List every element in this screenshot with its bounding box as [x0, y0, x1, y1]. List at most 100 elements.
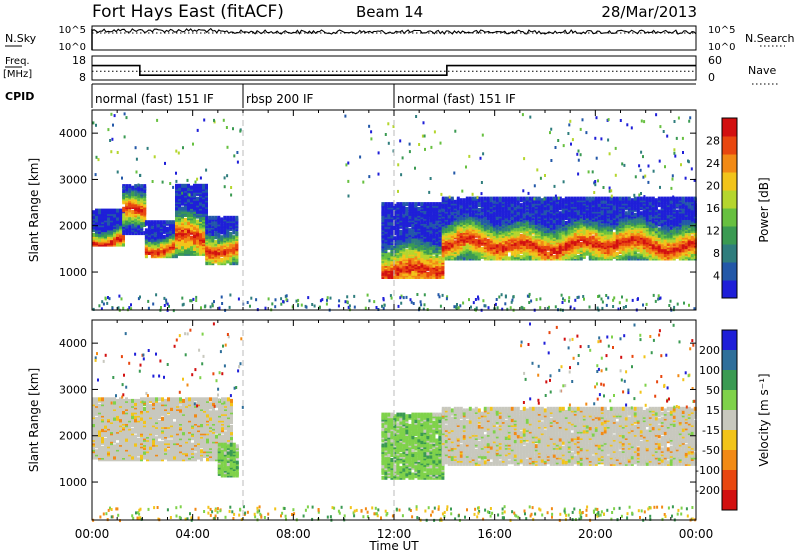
power-cell — [558, 224, 562, 229]
power-cell — [196, 196, 199, 201]
power-cell — [624, 220, 628, 225]
power-cell — [642, 196, 646, 201]
power-cell — [489, 229, 493, 233]
power-cell — [181, 183, 184, 188]
power-cell — [582, 216, 586, 220]
power-cell — [603, 248, 607, 253]
power-cell — [504, 240, 508, 245]
power-cell — [486, 254, 490, 259]
power-cell — [162, 234, 166, 239]
power-cell — [597, 196, 601, 201]
power-cell — [447, 214, 451, 219]
power-cell — [417, 265, 421, 270]
power-cell — [116, 223, 119, 228]
power-cell — [116, 236, 119, 241]
power-cell — [642, 250, 646, 254]
power-cell — [92, 210, 95, 215]
power-cell — [387, 202, 391, 207]
power-cell — [181, 226, 184, 230]
power-cell — [681, 196, 685, 201]
power-cell — [134, 192, 138, 197]
power-cell — [405, 252, 409, 257]
power-cell — [453, 240, 457, 245]
power-cell — [606, 240, 610, 245]
power-cell — [144, 228, 148, 233]
power-cell — [537, 246, 541, 251]
power-cell — [465, 229, 469, 233]
power-cell — [393, 228, 397, 233]
power-cell — [162, 220, 166, 225]
power-cell — [516, 214, 520, 219]
power-cell — [651, 230, 655, 235]
power-cell — [633, 196, 637, 201]
power-cell — [432, 239, 436, 244]
power-cell — [165, 226, 169, 231]
power-cell — [522, 203, 526, 208]
power-cell — [666, 211, 670, 216]
power-cell — [150, 225, 154, 229]
power-cell — [223, 259, 227, 264]
power-cell — [672, 246, 676, 251]
power-cell — [131, 198, 135, 203]
power-cell — [489, 233, 493, 238]
power-cell — [651, 243, 655, 248]
power-cell — [223, 249, 227, 254]
power-cell — [468, 224, 472, 229]
power-cell — [153, 220, 157, 225]
power-cell — [513, 203, 517, 208]
power-cell — [594, 217, 598, 222]
power-cell — [603, 243, 607, 248]
freq-step-line — [92, 64, 696, 76]
power-cell — [384, 205, 388, 210]
power-cell — [555, 196, 559, 201]
power-cell — [681, 248, 685, 253]
power-cell — [525, 227, 529, 232]
power-cell — [534, 217, 538, 222]
power-cell — [101, 208, 104, 213]
power-cell — [405, 249, 409, 254]
power-cell — [465, 196, 469, 201]
power-cell — [561, 237, 565, 242]
beam-label: Beam 14 — [356, 3, 423, 21]
power-cell — [110, 216, 113, 221]
power-cell — [423, 202, 427, 207]
power-cell — [615, 207, 619, 212]
power-cell — [435, 275, 439, 279]
power-cell — [232, 215, 236, 220]
power-cell — [480, 224, 484, 229]
power-cell — [95, 215, 98, 220]
power-cell — [669, 196, 673, 201]
power-cell — [150, 220, 154, 225]
power-cell — [597, 240, 601, 245]
power-cell — [408, 202, 412, 207]
power-cell — [534, 248, 538, 253]
power-cell — [420, 220, 424, 224]
power-cell — [543, 227, 547, 232]
power-cell — [480, 214, 484, 219]
power-cell — [468, 196, 472, 201]
power-cell — [618, 232, 622, 237]
power-cell — [615, 241, 619, 246]
power-cell — [223, 256, 227, 261]
nsky-label: N.Sky — [5, 32, 37, 45]
power-cell — [558, 232, 562, 237]
power-cell — [143, 184, 147, 189]
power-cell — [561, 256, 565, 261]
power-cell — [432, 202, 436, 207]
power-cell — [612, 253, 616, 258]
power-cell — [432, 255, 436, 260]
nave-label: Nave — [748, 64, 776, 77]
power-cell — [648, 206, 652, 211]
power-cell — [639, 196, 643, 201]
power-cell — [190, 245, 193, 250]
power-cell — [594, 232, 598, 237]
power-cell — [525, 241, 529, 246]
power-cell — [396, 202, 400, 207]
power-cell — [666, 227, 670, 232]
power-cell — [190, 198, 193, 203]
power-cell — [576, 196, 580, 201]
power-cell — [483, 233, 487, 238]
power-cell — [660, 245, 664, 250]
power-cell — [107, 208, 110, 213]
power-cell — [211, 215, 215, 220]
